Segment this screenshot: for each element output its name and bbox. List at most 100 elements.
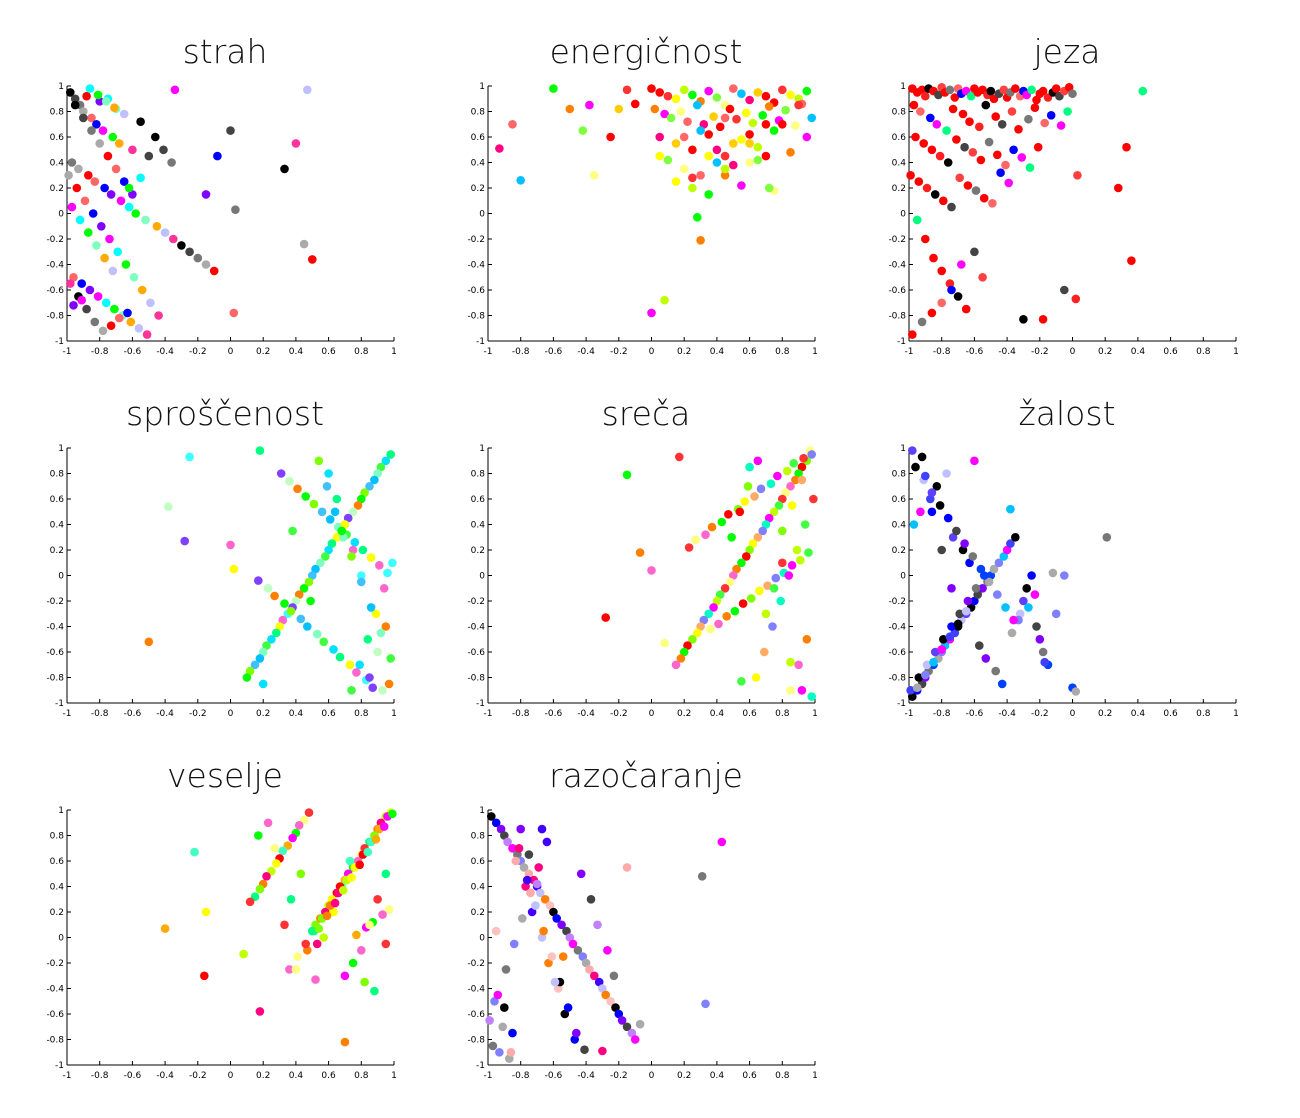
scatter-point bbox=[921, 471, 930, 481]
x-tick-label: 0.6 bbox=[321, 709, 336, 719]
y-tick-label: -1 bbox=[55, 337, 64, 347]
scatter-point bbox=[340, 1037, 350, 1047]
chart-title: razočaranje bbox=[549, 756, 743, 795]
scatter-point bbox=[740, 497, 749, 506]
scatter-point bbox=[108, 266, 118, 276]
scatter-point bbox=[647, 566, 656, 575]
scatter-point bbox=[66, 279, 75, 288]
scatter-point bbox=[993, 150, 1002, 160]
x-tick-label: 0 bbox=[649, 1071, 655, 1081]
scatter-point bbox=[917, 85, 927, 95]
scatter-point bbox=[1027, 571, 1036, 580]
scatter-point bbox=[572, 1028, 581, 1038]
scatter-point bbox=[988, 199, 997, 208]
scatter-point bbox=[105, 234, 114, 244]
scatter-point bbox=[193, 253, 203, 263]
x-tick-label: -0.6 bbox=[124, 347, 142, 357]
scatter-point bbox=[984, 577, 994, 587]
scatter-point bbox=[552, 914, 561, 923]
x-tick-label: -1 bbox=[63, 709, 72, 719]
scatter-point bbox=[258, 679, 268, 689]
scatter-point bbox=[756, 484, 766, 494]
scatter-plot-svg: -1-1 -0.8 -0.8 -0.6 -0.6 -0.4 -0.4 -0.2 -0.2 0 0 0.… bbox=[46, 82, 396, 357]
scatter-point bbox=[348, 507, 358, 517]
scatter-point bbox=[758, 111, 767, 120]
scatter-point bbox=[160, 228, 170, 237]
scatter-point bbox=[144, 637, 154, 647]
scatter-point bbox=[557, 920, 566, 930]
x-tick-label: 0.6 bbox=[321, 347, 336, 357]
scatter-point bbox=[966, 91, 976, 101]
scatter-point bbox=[376, 628, 386, 638]
scatter-point bbox=[939, 635, 948, 644]
scatter-point bbox=[614, 1009, 624, 1019]
scatter-point bbox=[929, 657, 938, 667]
x-tick-label: 0.6 bbox=[742, 347, 757, 357]
x-tick-label: 1 bbox=[1233, 347, 1239, 357]
y-tick-label: -0.4 bbox=[467, 261, 485, 271]
x-tick-label: 0.8 bbox=[775, 709, 790, 719]
x-tick-label: -0.6 bbox=[124, 709, 142, 719]
scatter-point bbox=[544, 958, 553, 968]
scatter-point bbox=[720, 151, 730, 161]
scatter-point bbox=[226, 540, 235, 550]
scatter-point bbox=[85, 84, 95, 93]
scatter-point bbox=[98, 326, 108, 336]
y-tick-label: 0.2 bbox=[50, 908, 64, 918]
scatter-plot-svg: -1-1 -0.8 -0.8 -0.6 -0.6 -0.4 -0.4 -0.2 -0.2 0 0 0.… bbox=[467, 82, 817, 357]
scatter-point bbox=[293, 952, 302, 961]
scatter-point bbox=[786, 686, 795, 695]
scatter-point bbox=[994, 558, 1004, 568]
scatter-point bbox=[926, 113, 935, 123]
y-tick-label: 0.8 bbox=[471, 832, 486, 842]
scatter-point bbox=[921, 234, 930, 244]
scatter-point bbox=[1051, 84, 1061, 93]
scatter-point bbox=[296, 614, 306, 624]
x-tick-label: -0.6 bbox=[545, 347, 563, 357]
scatter-point bbox=[929, 253, 938, 263]
scatter-point bbox=[308, 571, 317, 580]
scatter-point bbox=[743, 482, 753, 491]
scatter-point bbox=[90, 177, 100, 186]
scatter-point bbox=[365, 920, 374, 930]
scatter-point bbox=[598, 1046, 607, 1056]
scatter-point bbox=[276, 469, 286, 478]
x-tick-label: -0.6 bbox=[545, 1071, 563, 1081]
scatter-point bbox=[942, 126, 951, 135]
scatter-point bbox=[103, 151, 113, 161]
y-tick-label: 0 bbox=[900, 210, 906, 220]
scatter-point bbox=[337, 526, 347, 536]
scatter-point bbox=[169, 234, 178, 244]
x-tick-label: -0.8 bbox=[91, 709, 109, 719]
scatter-point bbox=[1002, 545, 1012, 555]
scatter-point bbox=[914, 177, 924, 186]
scatter-point bbox=[180, 536, 189, 546]
scatter-point bbox=[935, 501, 945, 510]
scatter-point bbox=[115, 139, 124, 148]
scatter-point bbox=[345, 660, 355, 670]
scatter-point bbox=[568, 939, 578, 949]
x-tick-label: 1 bbox=[1233, 709, 1239, 719]
scatter-point bbox=[136, 117, 145, 126]
scatter-point bbox=[781, 105, 790, 115]
scatter-point bbox=[519, 863, 529, 872]
scatter-plot-svg: -1-1 -0.8 -0.8 -0.6 -0.6 -0.4 -0.4 -0.2 -0.2 0 0 0.… bbox=[467, 806, 817, 1081]
y-tick-label: -0.2 bbox=[46, 597, 64, 607]
scatter-point bbox=[128, 190, 137, 199]
scatter-point bbox=[764, 513, 774, 523]
scatter-point bbox=[255, 884, 265, 894]
x-tick-label: -0.8 bbox=[512, 1071, 530, 1081]
scatter-point bbox=[170, 85, 180, 95]
scatter-point bbox=[971, 186, 981, 195]
y-tick-label: -0.8 bbox=[888, 674, 906, 684]
scatter-point bbox=[485, 1016, 494, 1025]
scatter-point bbox=[622, 863, 632, 872]
scatter-point bbox=[650, 104, 660, 114]
scatter-point bbox=[768, 622, 777, 631]
scatter-point bbox=[789, 459, 798, 468]
scatter-point bbox=[84, 228, 93, 237]
x-tick-label: 0.2 bbox=[1098, 709, 1112, 719]
scatter-point bbox=[288, 526, 297, 536]
x-tick-label: 0.8 bbox=[354, 347, 369, 357]
scatter-point bbox=[1071, 687, 1081, 696]
